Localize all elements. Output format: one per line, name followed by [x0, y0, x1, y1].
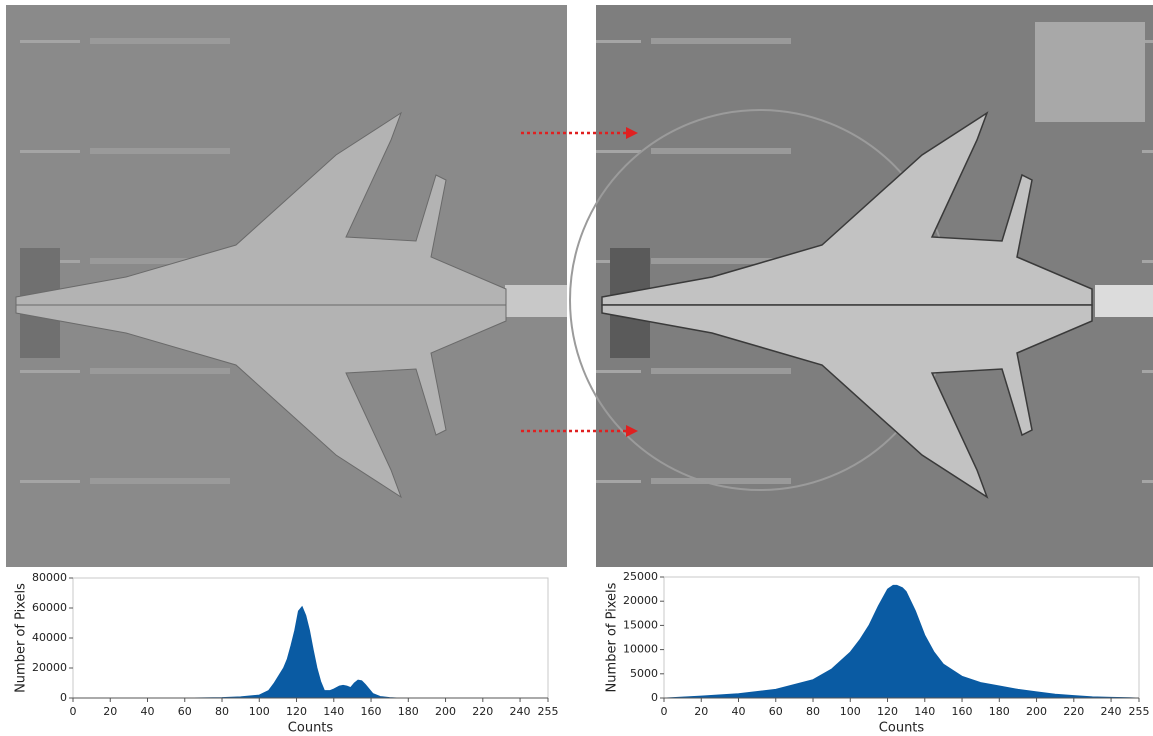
x-tick-label: 100 [249, 705, 270, 718]
y-tick-label: 5000 [630, 667, 658, 680]
image-right [570, 5, 1153, 567]
x-tick-label: 255 [1129, 705, 1150, 718]
x-tick-label: 220 [472, 705, 493, 718]
x-tick-label: 20 [694, 705, 708, 718]
x-tick-label: 240 [510, 705, 531, 718]
x-tick-label: 120 [286, 705, 307, 718]
y-tick-label: 0 [651, 691, 658, 704]
x-tick-label: 120 [877, 705, 898, 718]
x-tick-label: 80 [215, 705, 229, 718]
y-tick-label: 40000 [32, 631, 67, 644]
x-tick-label: 240 [1101, 705, 1122, 718]
x-tick-label: 80 [806, 705, 820, 718]
x-tick-label: 140 [323, 705, 344, 718]
figure: 0200004000060000800000204060801001201401… [0, 0, 1153, 736]
y-axis-label: Number of Pixels [605, 582, 620, 692]
y-tick-label: 0 [60, 691, 67, 704]
y-tick-label: 15000 [623, 618, 658, 631]
x-tick-label: 60 [178, 705, 192, 718]
x-axis-label: Counts [879, 721, 925, 736]
x-tick-label: 40 [732, 705, 746, 718]
histogram-area [664, 585, 1139, 698]
x-tick-label: 180 [989, 705, 1010, 718]
y-tick-label: 80000 [32, 571, 67, 584]
image-left [6, 5, 567, 567]
x-tick-label: 160 [361, 705, 382, 718]
x-tick-label: 200 [1026, 705, 1047, 718]
y-tick-label: 10000 [623, 643, 658, 656]
x-tick-label: 255 [538, 705, 559, 718]
x-tick-label: 40 [141, 705, 155, 718]
x-tick-label: 20 [103, 705, 117, 718]
y-tick-label: 60000 [32, 601, 67, 614]
x-tick-label: 220 [1063, 705, 1084, 718]
y-axis-label: Number of Pixels [14, 583, 29, 693]
x-axis-label: Counts [288, 721, 334, 736]
x-tick-label: 0 [70, 705, 77, 718]
x-tick-label: 200 [435, 705, 456, 718]
y-tick-label: 20000 [623, 594, 658, 607]
x-tick-label: 160 [952, 705, 973, 718]
histogram-area [73, 607, 548, 699]
y-tick-label: 25000 [623, 570, 658, 583]
x-tick-label: 180 [398, 705, 419, 718]
x-tick-label: 100 [840, 705, 861, 718]
y-tick-label: 20000 [32, 661, 67, 674]
x-tick-label: 140 [914, 705, 935, 718]
x-tick-label: 60 [769, 705, 783, 718]
x-tick-label: 0 [661, 705, 668, 718]
